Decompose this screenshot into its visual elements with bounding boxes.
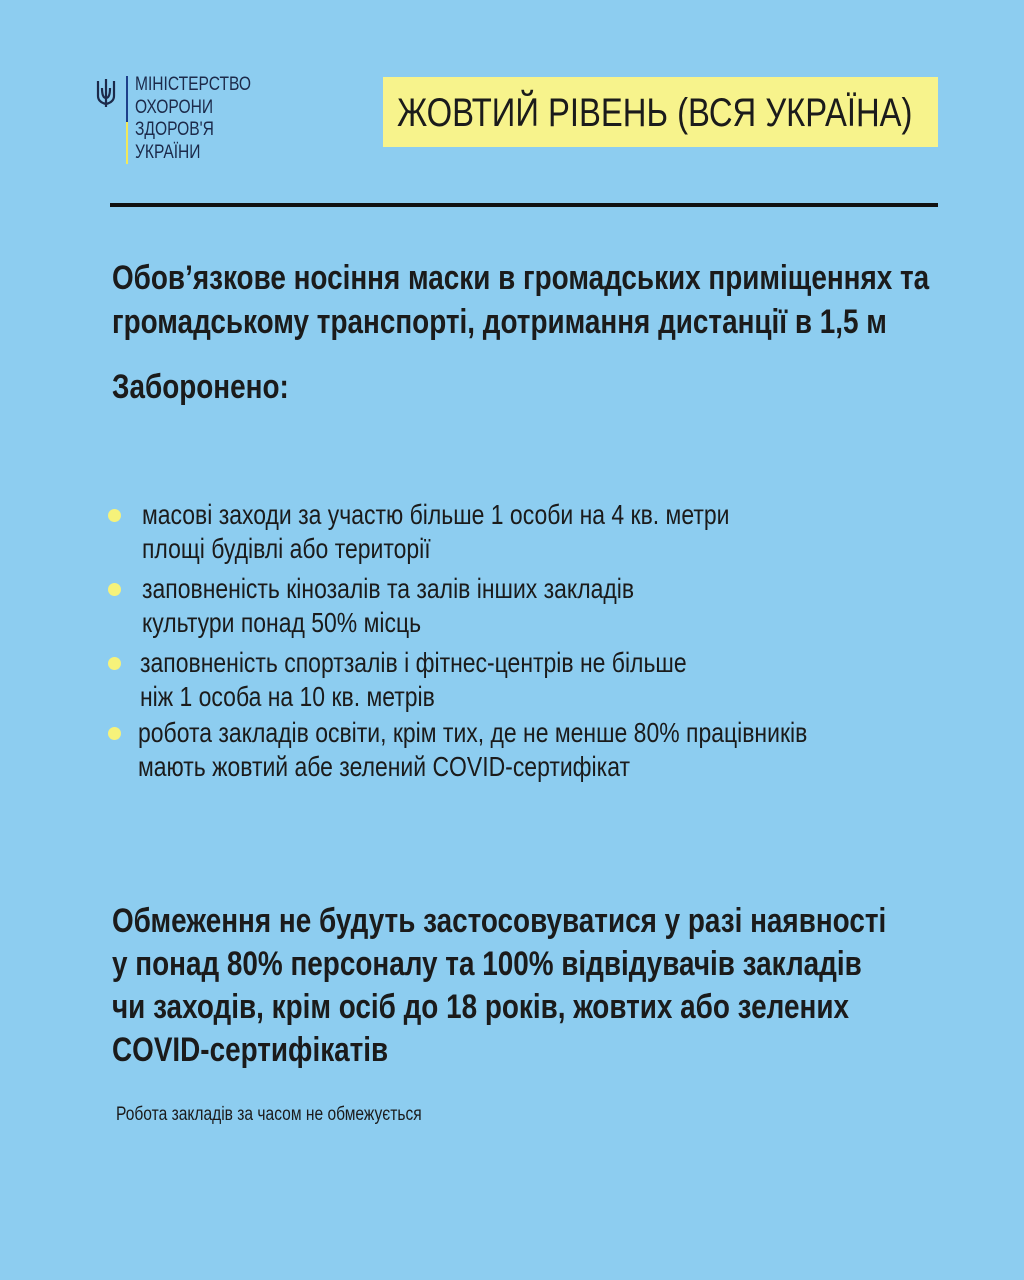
logo-divider-yellow <box>126 122 128 164</box>
footer-note: Робота закладів за часом не обмежується <box>116 1104 422 1125</box>
forbidden-heading: Заборонено: <box>112 368 289 406</box>
item-line: масові заходи за участю більше 1 особи н… <box>142 499 730 530</box>
item-line: робота закладів освіти, крім тих, де не … <box>138 717 808 748</box>
ministry-name: МІНІСТЕРСТВО ОХОРОНИ ЗДОРОВ'Я УКРАЇНИ <box>135 74 251 164</box>
restrictions-line: чи заходів, крім осіб до 18 років, жовти… <box>112 988 849 1026</box>
bullet-icon <box>108 727 121 740</box>
trident-icon <box>96 79 116 107</box>
logo-line: ОХОРОНИ <box>135 96 214 118</box>
level-badge-text: ЖОВТИЙ РІВЕНЬ (ВСЯ УКРАЇНА) <box>397 91 913 135</box>
restrictions-line: у понад 80% персоналу та 100% відвідувач… <box>112 945 862 983</box>
divider <box>110 203 938 207</box>
logo-divider-blue <box>126 76 128 122</box>
item-line: заповненість кінозалів та залів інших за… <box>142 573 635 604</box>
level-badge: ЖОВТИЙ РІВЕНЬ (ВСЯ УКРАЇНА) <box>383 77 938 147</box>
mask-rule-line: громадському транспорті, дотримання дист… <box>112 303 887 341</box>
restrictions-line: Обмеження не будуть застосовуватися у ра… <box>112 902 887 940</box>
item-line: заповненість спортзалів і фітнес-центрів… <box>140 647 687 678</box>
bullet-icon <box>108 583 121 596</box>
bullet-icon <box>108 657 121 670</box>
item-line: культури понад 50% місць <box>142 607 422 638</box>
bullet-icon <box>108 509 121 522</box>
item-line: мають жовтий абе зелений COVID-сертифіка… <box>138 751 630 782</box>
item-line: площі будівлі або території <box>142 533 431 564</box>
mask-rule-line: Обов’язкове носіння маски в громадських … <box>112 259 930 297</box>
logo-line: ЗДОРОВ'Я <box>135 119 214 140</box>
restrictions-line: COVID-сертифікатів <box>112 1031 389 1069</box>
logo-line: МІНІСТЕРСТВО <box>135 74 251 95</box>
mask-rule: Обов’язкове носіння маски в громадських … <box>112 256 929 344</box>
item-line: ніж 1 особа на 10 кв. метрів <box>140 681 435 712</box>
restrictions-note: Обмеження не будуть застосовуватися у ра… <box>112 900 886 1072</box>
logo-line: УКРАЇНИ <box>135 141 201 163</box>
